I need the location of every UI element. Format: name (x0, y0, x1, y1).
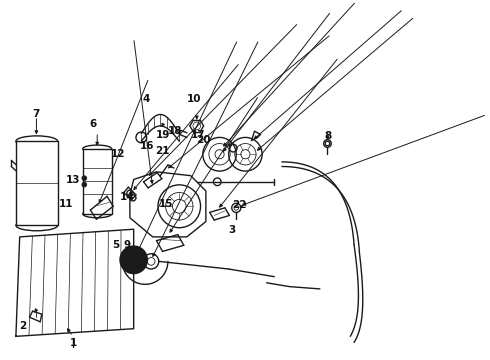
Circle shape (120, 246, 147, 274)
Text: 10: 10 (186, 94, 201, 104)
Ellipse shape (83, 145, 112, 153)
Text: 14: 14 (120, 192, 135, 202)
Bar (83, 149, 112, 214)
Text: 12: 12 (111, 149, 125, 159)
Text: 17: 17 (191, 130, 205, 140)
Text: 1: 1 (70, 338, 77, 348)
Text: 22: 22 (232, 200, 246, 210)
Text: 6: 6 (89, 119, 97, 129)
Text: 2: 2 (20, 321, 26, 331)
Text: 15: 15 (159, 199, 173, 209)
Text: 13: 13 (66, 175, 80, 185)
Text: 20: 20 (196, 135, 211, 145)
Text: 7: 7 (32, 109, 40, 119)
Text: 19: 19 (155, 130, 170, 140)
Text: 8: 8 (325, 131, 332, 141)
Ellipse shape (16, 220, 58, 231)
Text: 11: 11 (59, 199, 73, 209)
Circle shape (82, 183, 87, 187)
Text: 5: 5 (113, 240, 120, 250)
Text: 4: 4 (142, 94, 149, 104)
Circle shape (82, 176, 87, 180)
Bar (16, 141, 58, 225)
Text: 18: 18 (168, 126, 182, 136)
Polygon shape (130, 172, 206, 237)
Text: 3: 3 (228, 225, 235, 235)
Ellipse shape (83, 210, 112, 218)
Text: 16: 16 (140, 141, 154, 151)
Text: 9: 9 (124, 240, 131, 250)
Text: 21: 21 (155, 146, 170, 156)
Ellipse shape (16, 136, 58, 147)
